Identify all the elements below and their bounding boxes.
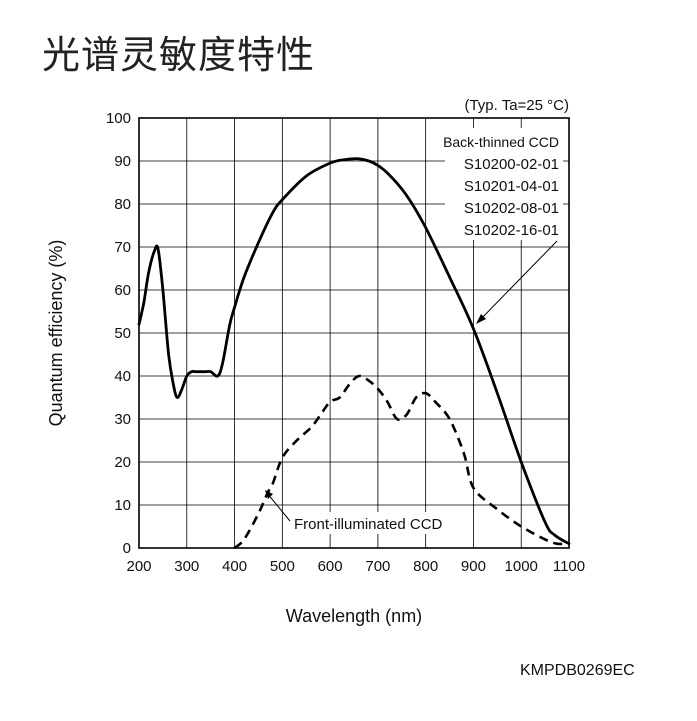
y-tick-label: 80 [114, 196, 131, 213]
legend-model-2: S10201-04-01 [464, 178, 559, 195]
y-tick-label: 10 [114, 497, 131, 514]
x-tick-label: 700 [365, 558, 390, 575]
legend-box [445, 128, 563, 240]
series-line-front-illuminated [233, 374, 570, 550]
x-tick-label: 500 [270, 558, 295, 575]
y-axis-label: Quantum efficiency (%) [46, 240, 66, 427]
series-lines [137, 157, 571, 550]
figure-code: KMPDB0269EC [520, 662, 635, 679]
front-illuminated-pointer-arrowhead [265, 490, 273, 499]
condition-note: (Typ. Ta=25 °C) [464, 97, 569, 114]
legend-model-3: S10202-08-01 [464, 200, 559, 217]
x-axis-label: Wavelength (nm) [286, 606, 422, 626]
y-tick-label: 0 [123, 540, 131, 557]
x-tick-label: 1000 [505, 558, 538, 575]
y-tick-labels: 0 10 20 30 40 50 60 70 80 90 100 [106, 110, 131, 557]
y-tick-label: 30 [114, 411, 131, 428]
legend-series-back-thinned: Back-thinned CCD [443, 134, 559, 150]
back-thinned-pointer [477, 240, 558, 323]
page-title: 光谱灵敏度特性 [42, 33, 316, 77]
x-tick-label: 800 [413, 558, 438, 575]
back-thinned-pointer-arrowhead [476, 314, 486, 324]
x-tick-label: 400 [222, 558, 247, 575]
x-tick-labels: 200 300 400 500 600 700 800 900 1000 1100 [126, 558, 585, 575]
y-tick-label: 100 [106, 110, 131, 127]
legend-model-4: S10202-16-01 [464, 222, 559, 239]
legend-model-1: S10200-02-01 [464, 156, 559, 173]
y-tick-label: 40 [114, 368, 131, 385]
y-tick-label: 70 [114, 239, 131, 256]
y-tick-label: 20 [114, 454, 131, 471]
plot-frame [138, 117, 570, 549]
x-tick-label: 300 [174, 558, 199, 575]
y-tick-label: 50 [114, 325, 131, 342]
x-tick-label: 1100 [553, 558, 585, 575]
x-tick-label: 600 [318, 558, 343, 575]
x-tick-label: 200 [126, 558, 151, 575]
x-tick-label: 900 [461, 558, 486, 575]
y-tick-label: 90 [114, 153, 131, 170]
front-label-box [288, 512, 473, 534]
front-illuminated-pointer [266, 492, 291, 522]
label-front-illuminated: Front-illuminated CCD [294, 516, 443, 533]
y-tick-label: 60 [114, 282, 131, 299]
series-line-back-thinned [137, 157, 571, 546]
